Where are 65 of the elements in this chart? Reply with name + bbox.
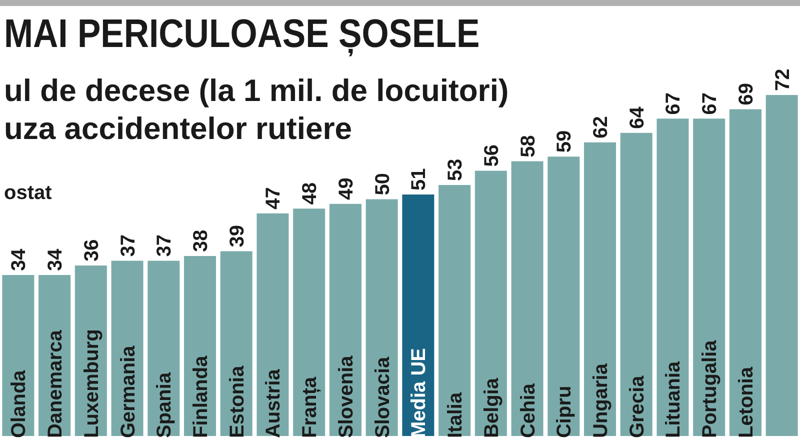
bar — [256, 213, 289, 436]
bar — [620, 132, 652, 436]
data-label: 58 — [517, 135, 540, 158]
x-tick-label: Danemarca — [44, 329, 67, 438]
bar — [438, 184, 471, 436]
bar — [2, 274, 34, 436]
x-tick-label: Portugalia — [699, 339, 722, 438]
bar — [329, 204, 362, 436]
x-tick-label: Italia — [444, 392, 467, 438]
x-tick-label: Grecia — [626, 374, 648, 438]
data-label: 67 — [662, 92, 685, 115]
chart-subtitle: ul de decese (la 1 mil. de locuitori) uza accidentelor rutiere — [4, 73, 509, 146]
chart-title: MAI PERICULOASE ȘOSELE — [4, 12, 480, 57]
data-label: 69 — [735, 82, 758, 106]
x-tick-label: Slovenia — [335, 354, 358, 438]
bar — [511, 161, 544, 436]
data-label: 47 — [262, 187, 285, 210]
x-tick-label: Letonia — [735, 366, 758, 438]
data-label: 56 — [480, 144, 503, 167]
x-tick-label: Luxemburg — [80, 329, 103, 438]
data-label: 64 — [626, 106, 648, 129]
x-tick-label: Austria — [262, 368, 285, 438]
data-label: 36 — [80, 239, 103, 262]
x-tick-label: Cehia — [517, 382, 540, 438]
bar — [474, 170, 507, 436]
bar — [184, 256, 216, 436]
data-label: 38 — [190, 230, 212, 252]
data-label: 53 — [444, 158, 467, 181]
bar — [220, 251, 252, 436]
data-label: 51 — [408, 168, 430, 190]
x-tick-label: Slovacia — [372, 356, 394, 438]
data-label: 39 — [226, 225, 248, 248]
x-tick-label: Spania — [154, 372, 176, 438]
annotation: ostat — [4, 182, 52, 205]
x-tick-label: Cipru — [554, 386, 576, 438]
x-tick-label: Germania — [117, 344, 140, 438]
bar — [584, 142, 616, 436]
bar — [293, 208, 326, 436]
x-tick-label: Ungaria — [590, 362, 612, 438]
bar — [148, 260, 180, 436]
x-tick-label: Belgia — [480, 377, 503, 438]
x-tick-label: Media UE — [408, 348, 430, 438]
bar — [548, 156, 580, 436]
data-label: 59 — [554, 130, 576, 153]
bar — [366, 199, 398, 436]
data-label: 49 — [335, 178, 358, 200]
data-label: 37 — [154, 234, 176, 257]
x-tick-label: Olanda — [8, 369, 30, 438]
x-tick-label: Franța — [299, 376, 322, 438]
x-tick-label: Lituania — [662, 360, 685, 438]
data-label: 34 — [44, 248, 67, 271]
data-label: 50 — [372, 172, 394, 196]
x-tick-label: Estonia — [226, 364, 248, 438]
data-label: 37 — [117, 234, 140, 257]
bar — [693, 118, 726, 436]
data-label: 34 — [8, 248, 30, 271]
x-tick-label: Finlanda — [190, 354, 212, 438]
bar — [656, 118, 689, 436]
bar — [729, 109, 762, 436]
data-label: 67 — [699, 92, 722, 115]
bar — [766, 95, 798, 436]
data-label: 62 — [590, 116, 612, 138]
data-label: 72 — [772, 68, 794, 91]
data-label: 48 — [299, 182, 322, 205]
bar — [402, 194, 434, 436]
